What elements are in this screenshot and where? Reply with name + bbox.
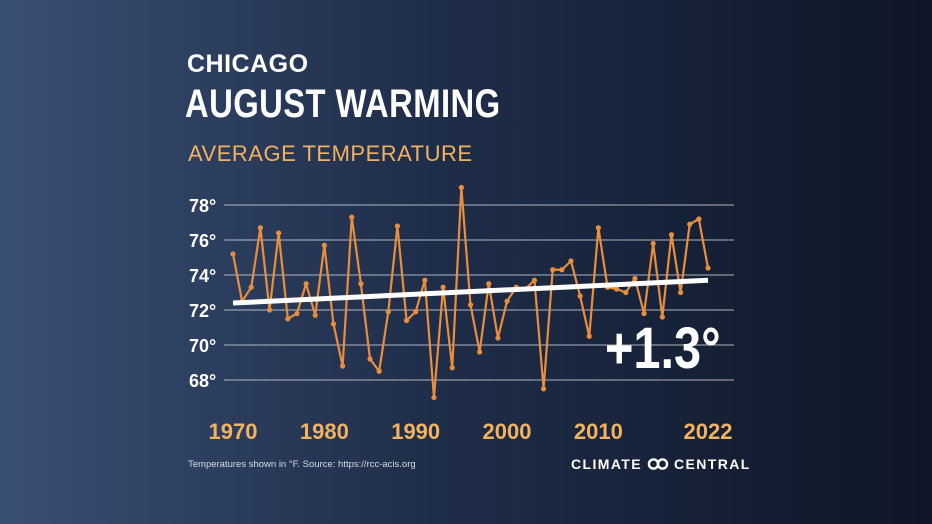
data-point xyxy=(677,289,684,296)
data-point xyxy=(321,242,327,248)
x-tick-label: 1970 xyxy=(209,419,258,444)
data-point xyxy=(614,286,620,292)
data-point xyxy=(440,284,446,290)
data-point xyxy=(705,265,711,271)
data-point xyxy=(413,309,419,315)
data-point xyxy=(577,293,583,299)
y-tick-label: 70° xyxy=(189,336,216,356)
data-point xyxy=(458,184,464,191)
data-point xyxy=(595,225,601,231)
data-point xyxy=(422,277,428,283)
data-point xyxy=(531,277,538,283)
data-point xyxy=(495,335,501,341)
data-point xyxy=(330,321,337,327)
x-tick-label: 2000 xyxy=(483,419,532,444)
data-point xyxy=(650,240,656,247)
data-point xyxy=(340,363,346,369)
x-tick-label: 1990 xyxy=(391,419,440,444)
x-tick-label: 2022 xyxy=(684,419,733,444)
data-point xyxy=(540,386,547,392)
x-tick-label: 1980 xyxy=(300,419,349,444)
data-point xyxy=(431,394,437,401)
data-point xyxy=(294,310,300,317)
data-point xyxy=(285,316,291,322)
chart-title: AUGUST WARMING xyxy=(185,82,501,126)
climate-central-logo: CLIMATE CENTRAL xyxy=(571,456,751,472)
brand-left-text: CLIMATE xyxy=(571,456,642,472)
trend-annotation: +1.3° xyxy=(605,317,721,381)
data-point xyxy=(257,225,264,231)
data-point xyxy=(550,267,556,273)
y-tick-label: 78° xyxy=(189,196,216,216)
data-point xyxy=(586,333,592,339)
data-point xyxy=(367,356,373,362)
data-point xyxy=(641,310,647,317)
data-point xyxy=(632,275,638,282)
data-point xyxy=(449,365,455,371)
data-point xyxy=(659,314,665,320)
trend-line xyxy=(232,277,709,306)
data-point xyxy=(477,349,483,355)
x-tick-label: 2010 xyxy=(574,419,623,444)
data-point xyxy=(312,312,318,318)
data-point xyxy=(385,309,391,315)
chart-subtitle: AVERAGE TEMPERATURE xyxy=(188,141,473,166)
source-note: Temperatures shown in °F. Source: https:… xyxy=(188,459,416,470)
data-point xyxy=(668,232,675,238)
data-point xyxy=(303,281,309,287)
infinity-logo-icon xyxy=(647,458,669,470)
data-point xyxy=(349,214,355,220)
data-point xyxy=(248,284,254,290)
brand-right-text: CENTRAL xyxy=(673,456,751,472)
data-point xyxy=(623,289,629,296)
data-point xyxy=(403,317,410,324)
data-point xyxy=(394,223,401,229)
data-point xyxy=(467,302,474,308)
data-point xyxy=(376,368,382,374)
data-point xyxy=(276,230,282,236)
data-point xyxy=(266,307,273,313)
city-label: CHICAGO xyxy=(187,50,309,78)
y-tick-label: 72° xyxy=(189,301,216,321)
data-point xyxy=(358,281,364,287)
data-point xyxy=(568,258,574,264)
data-point xyxy=(486,281,492,287)
data-point xyxy=(696,216,702,222)
y-tick-label: 76° xyxy=(189,231,216,251)
data-point xyxy=(230,251,236,257)
data-point xyxy=(504,298,510,304)
y-tick-label: 74° xyxy=(189,266,216,286)
y-tick-label: 68° xyxy=(189,371,216,391)
data-point xyxy=(559,267,565,273)
data-point xyxy=(687,221,693,227)
